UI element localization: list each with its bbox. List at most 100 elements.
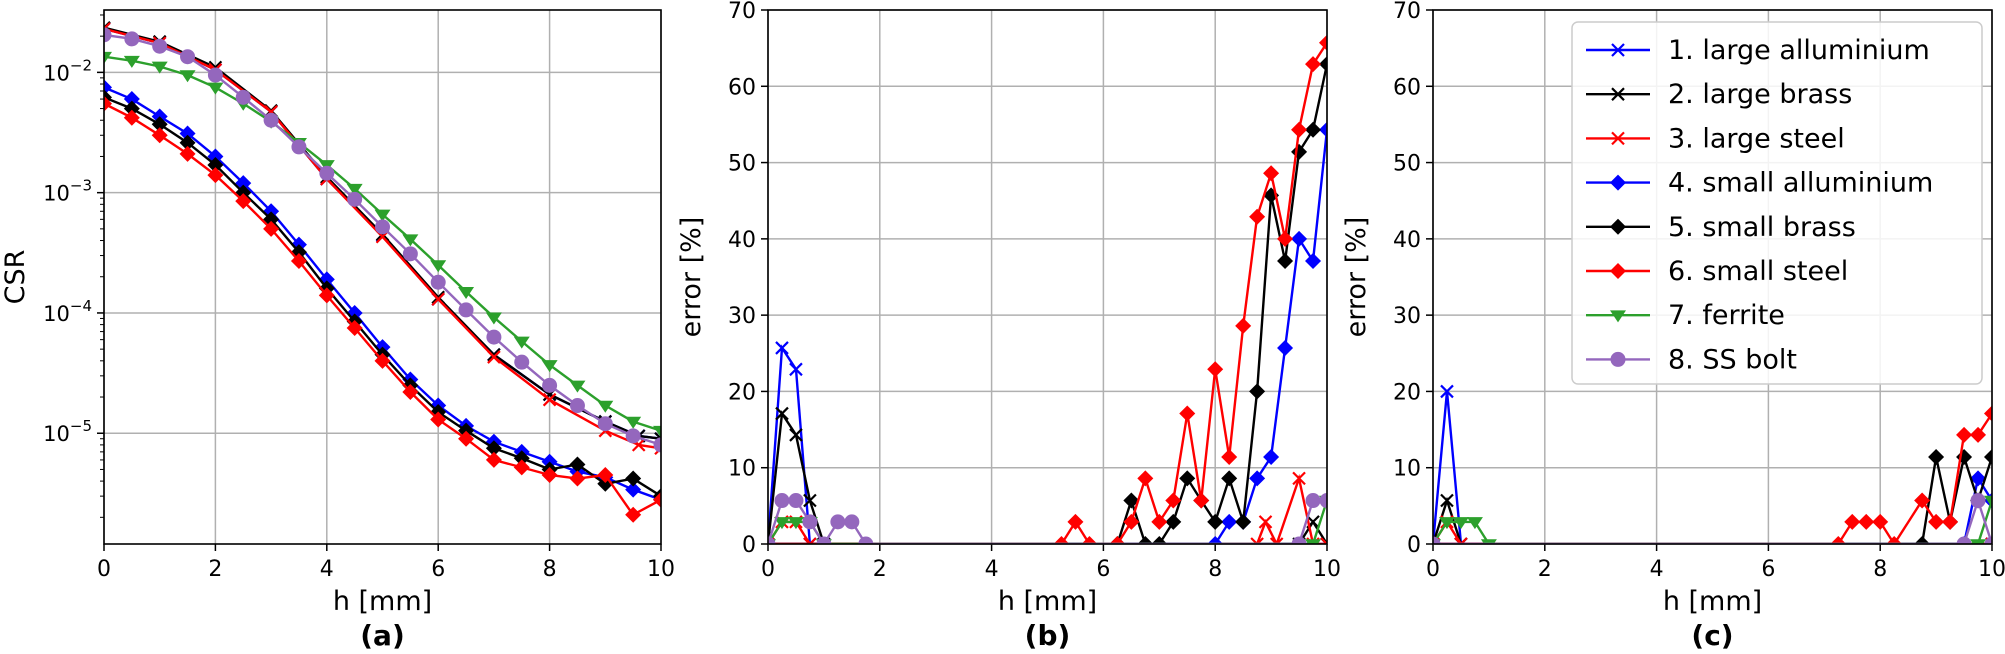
legend-label: 3. large steel [1668, 123, 1845, 154]
data-point [1914, 492, 1931, 509]
legend-label: 8. SS bolt [1668, 344, 1797, 375]
data-point [151, 61, 168, 74]
data-point [1291, 143, 1308, 160]
data-point [1263, 165, 1280, 182]
legend-marker [1611, 131, 1625, 146]
data-point [789, 362, 803, 377]
y-tick-label: 10−3 [43, 177, 92, 206]
y-tick-label: 50 [1393, 152, 1421, 177]
data-point [319, 165, 335, 181]
data-point [787, 517, 804, 530]
data-point [625, 481, 642, 498]
data-point [803, 537, 817, 544]
x-tick-label: 6 [1096, 557, 1110, 582]
data-point [1319, 56, 1327, 73]
data-point [1305, 252, 1322, 269]
x-tick-label: 6 [431, 557, 445, 582]
data-point [1137, 470, 1154, 487]
data-point [374, 209, 391, 222]
x-tick-label: 2 [208, 557, 222, 582]
data-point [1269, 537, 1284, 544]
data-point [375, 219, 390, 235]
chart-panel: 0 2 4 6 8 10 0 10 20 30 40 50 60 70 h [mm] error [%] (b) [676, 0, 1341, 652]
data-point [789, 428, 803, 442]
data-point [346, 183, 363, 196]
data-point [1292, 471, 1306, 486]
data-point [1137, 536, 1154, 544]
panel-label: (b) [1025, 619, 1071, 652]
data-point [1970, 493, 1986, 509]
data-point [1193, 492, 1210, 509]
data-point [774, 493, 790, 509]
data-point [1928, 513, 1945, 530]
data-point [1235, 317, 1252, 334]
plot-area [1433, 384, 1992, 544]
data-point [513, 450, 530, 467]
x-tick-label: 8 [1873, 557, 1887, 582]
y-tick-label: 70 [728, 0, 756, 24]
legend-marker [1610, 310, 1626, 323]
data-point [830, 514, 846, 530]
data-point [458, 286, 475, 299]
x-tick-label: 2 [1538, 557, 1552, 582]
data-point [1305, 121, 1322, 138]
data-point [1179, 405, 1196, 422]
data-point [597, 400, 614, 413]
series-line [768, 344, 1327, 544]
data-point [1277, 252, 1294, 269]
data-point [1277, 339, 1294, 356]
data-point [123, 55, 140, 68]
legend-label: 4. small alluminium [1668, 168, 1933, 199]
data-point [1305, 493, 1321, 509]
axes-frame [103, 9, 662, 545]
data-point [1165, 513, 1182, 530]
series [768, 493, 1327, 544]
data-point [1872, 513, 1889, 530]
data-point [235, 89, 251, 105]
series-line [768, 129, 1327, 544]
data-point [768, 536, 776, 544]
legend-entry: 7. ferrite [1586, 300, 1785, 331]
data-point [1480, 539, 1497, 544]
data-point [1433, 536, 1441, 544]
data-point [104, 27, 112, 43]
data-point [402, 246, 418, 262]
data-point [1984, 449, 1992, 466]
data-point [1440, 493, 1454, 508]
series-line [104, 55, 661, 432]
data-point [318, 287, 335, 304]
data-point [625, 416, 642, 429]
series [1433, 470, 1992, 544]
data-point [430, 274, 446, 290]
data-point [1886, 536, 1903, 544]
legend-marker [1611, 87, 1625, 101]
data-point [1109, 536, 1126, 544]
x-tick-label: 8 [543, 557, 557, 582]
legend-entry: 4. small alluminium [1586, 168, 1933, 199]
x-tick-label: 4 [985, 557, 999, 582]
data-point [1305, 539, 1322, 544]
series-line [768, 42, 1327, 544]
x-axis-label: h [mm] [333, 586, 432, 617]
axes-frame [767, 9, 1328, 545]
y-tick-label: 0 [742, 533, 756, 558]
data-point [625, 506, 642, 523]
data-point [1277, 230, 1294, 247]
data-point [1438, 517, 1455, 530]
data-point [1123, 492, 1140, 509]
legend-entry: 6. small steel [1586, 256, 1848, 287]
data-point [1928, 449, 1945, 466]
series-line [104, 102, 661, 517]
data-point [1319, 34, 1327, 51]
x-tick-label: 0 [97, 557, 111, 582]
legend-marker [1610, 263, 1626, 279]
data-point [1984, 536, 1992, 544]
data-point [1914, 536, 1931, 544]
data-point [485, 451, 502, 468]
y-tick-label: 20 [1393, 380, 1421, 405]
data-point [1179, 470, 1196, 487]
data-point [1258, 515, 1273, 529]
x-tick-label: 8 [1208, 557, 1222, 582]
data-point [431, 292, 445, 307]
